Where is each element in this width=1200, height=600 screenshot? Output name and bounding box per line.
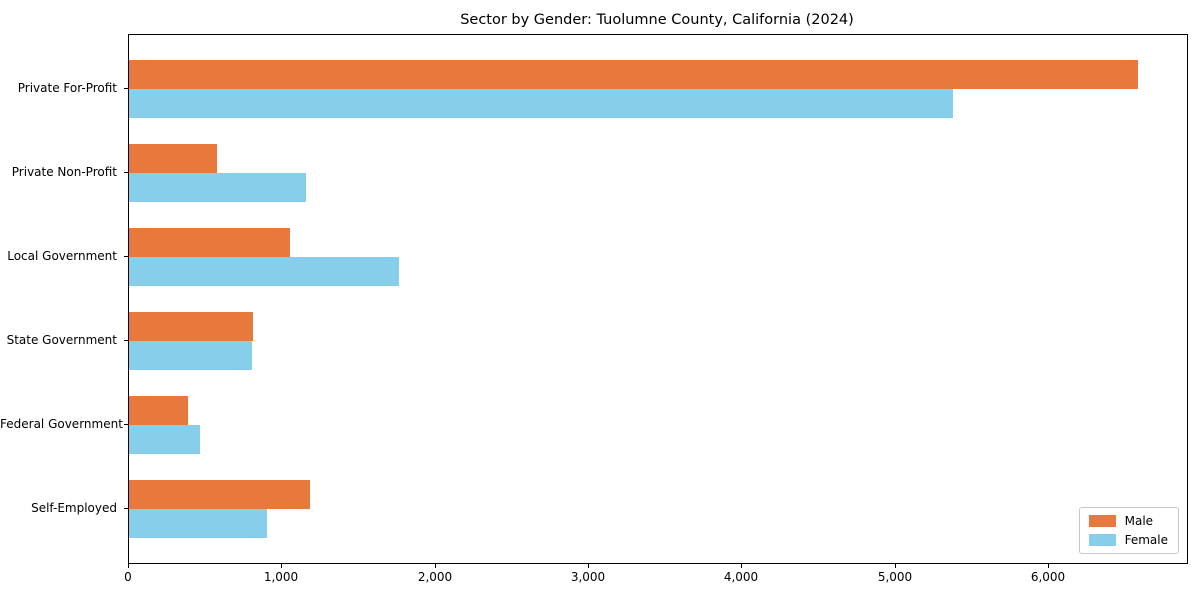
bar-male-1 [129,60,1138,89]
legend-item-male: Male [1088,514,1168,528]
bar-male-6 [129,480,310,509]
legend-swatch-male [1088,515,1116,527]
bar-female-6 [129,509,267,538]
legend-label: Male [1124,514,1154,528]
legend-label: Female [1124,533,1168,547]
bar-female-2 [129,173,306,202]
y-axis-tick [124,424,128,425]
y-axis-label: Federal Government [0,417,123,431]
bar-male-5 [129,396,188,425]
bar-female-3 [129,257,399,286]
x-axis-tick [895,564,896,568]
bar-male-4 [129,312,253,341]
x-axis-tick [128,564,129,568]
y-axis-label: State Government [6,333,117,347]
x-axis-tick [435,564,436,568]
y-axis-label: Private For-Profit [17,81,117,95]
legend-swatch-female [1088,534,1116,546]
x-axis-label: 2,000 [417,570,453,584]
plot-area: Male Female [128,34,1188,564]
chart-title: Sector by Gender: Tuolumne County, Calif… [460,12,854,28]
x-axis-tick [281,564,282,568]
bar-male-3 [129,228,290,257]
y-axis-tick [124,340,128,341]
x-axis-label: 5,000 [877,570,913,584]
bar-female-4 [129,341,252,370]
x-axis-tick [588,564,589,568]
y-axis-tick [124,172,128,173]
x-axis-label: 6,000 [1030,570,1066,584]
bar-male-2 [129,144,217,173]
bar-female-1 [129,89,953,118]
y-axis-tick [124,256,128,257]
y-axis-label: Private Non-Profit [11,165,117,179]
legend-item-female: Female [1088,533,1168,547]
y-axis-tick [124,508,128,509]
x-axis-label: 0 [124,570,132,584]
x-axis-label: 1,000 [263,570,299,584]
legend: Male Female [1078,507,1179,554]
x-axis-label: 4,000 [723,570,759,584]
x-axis-label: 3,000 [570,570,606,584]
x-axis-tick [741,564,742,568]
y-axis-label: Local Government [7,249,117,263]
y-axis-label: Self-Employed [31,501,117,515]
bar-female-5 [129,425,200,454]
x-axis-tick [1048,564,1049,568]
y-axis-tick [124,88,128,89]
